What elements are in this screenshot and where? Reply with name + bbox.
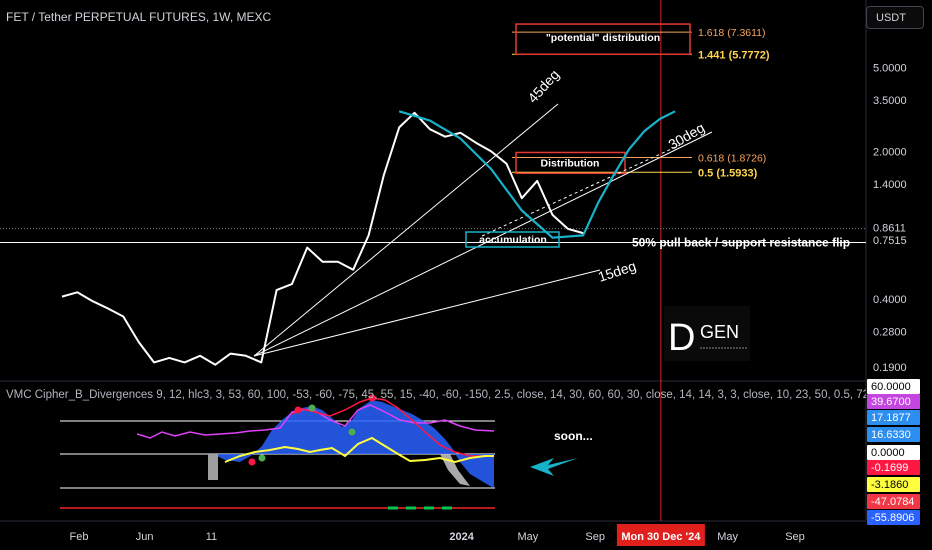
time-tick: Jun: [136, 531, 154, 543]
price-line: [61, 111, 584, 366]
ind-grey-bar: [208, 454, 218, 480]
ind-value-label: -55.8906: [867, 510, 920, 525]
logo-word: GEN: [700, 322, 739, 342]
distribution-label: Distribution: [541, 157, 600, 169]
fan-15-line: [253, 269, 601, 357]
ind-value-text: 0.0000: [871, 447, 905, 459]
ind-value-text: 60.0000: [871, 381, 911, 393]
ind-value-label: -3.1860: [867, 477, 920, 492]
time-tick: May: [517, 531, 538, 543]
ind-signal-dot: [348, 428, 356, 436]
fib-level-label: 0.5 (1.5933): [698, 167, 758, 179]
ind-value-text: -3.1860: [871, 479, 908, 491]
price-tick: 1.4000: [873, 179, 907, 191]
ind-signal-dot: [308, 404, 316, 412]
ind-value-label: 39.6700: [867, 394, 920, 409]
accumulation-box: [465, 231, 560, 248]
ind-value-text: 39.6700: [871, 396, 911, 408]
price-tick: 2.0000: [873, 146, 907, 158]
ind-value-label: 60.0000: [867, 379, 920, 394]
projection-curve: [398, 110, 676, 239]
fib-level-label: 1.618 (7.3611): [698, 27, 766, 39]
ind-value-text: 17.1877: [871, 412, 911, 424]
ind-signal-dot: [294, 406, 302, 414]
time-tick: May: [717, 531, 738, 543]
currency-button[interactable]: USDT: [866, 6, 924, 29]
ind-value-label: 17.1877: [867, 410, 920, 425]
arrow-icon: [530, 458, 578, 476]
ind-value-label: -0.1699: [867, 460, 920, 475]
accumulation-label: accumulation: [479, 234, 547, 246]
ind-signal-dot: [248, 458, 256, 466]
price-tick: 0.1900: [873, 362, 907, 374]
ind-value-text: -0.1699: [871, 462, 908, 474]
time-tick: 2024: [449, 531, 474, 543]
potential-distribution-box: [515, 23, 691, 56]
indicator-title: VMC Cipher_B_Divergences 9, 12, hlc3, 3,…: [6, 389, 866, 401]
time-tick: Feb: [69, 531, 88, 543]
logo: D GEN: [664, 306, 750, 361]
ind-value-label: 16.6330: [867, 427, 920, 442]
price-tick: 5.0000: [873, 62, 907, 74]
support-label: 50% pull back / support resistance flip: [632, 236, 850, 250]
potential-distribution-label: "potential" distribution: [546, 32, 660, 44]
ind-value-text: 16.6330: [871, 429, 911, 441]
price-tick: 3.5000: [873, 95, 907, 107]
fan-45-line: [253, 103, 559, 357]
ind-value-text: -47.0784: [871, 496, 914, 508]
fib-level-label: 1.441 (5.7772): [698, 49, 770, 61]
ind-yellow-line: [224, 436, 494, 464]
time-tick-current: Mon 30 Dec '24: [621, 531, 701, 543]
time-tick: 11: [206, 531, 217, 543]
ind-signal-dot: [368, 394, 376, 402]
ind-value-label: -47.0784: [867, 494, 920, 509]
soon-label: soon...: [554, 429, 593, 443]
time-tick: Sep: [785, 531, 805, 543]
price-tick: 0.4000: [873, 294, 907, 306]
fib-level-label: 0.618 (1.8726): [698, 152, 766, 164]
price-label-tag: 0.7515: [867, 233, 915, 249]
price-label-value: 0.8611: [873, 223, 906, 235]
ind-grey-fill: [440, 454, 470, 486]
ind-value-text: -55.8906: [871, 512, 914, 524]
current-date-badge: [616, 524, 705, 546]
ind-value-label: 0.0000: [867, 445, 920, 460]
dashed-projection-line: [481, 144, 681, 237]
time-tick: Sep: [585, 531, 605, 543]
ind-signal-dot: [258, 454, 266, 462]
price-label-value: 0.7515: [873, 235, 907, 247]
ind-red-line: [291, 397, 494, 457]
fan-30-line: [253, 131, 713, 357]
logo-letter: D: [668, 317, 695, 359]
chart-title: FET / Tether PERPETUAL FUTURES, 1W, MEXC: [6, 10, 272, 24]
distribution-box: [515, 151, 626, 175]
price-tick: 0.2800: [873, 327, 907, 339]
